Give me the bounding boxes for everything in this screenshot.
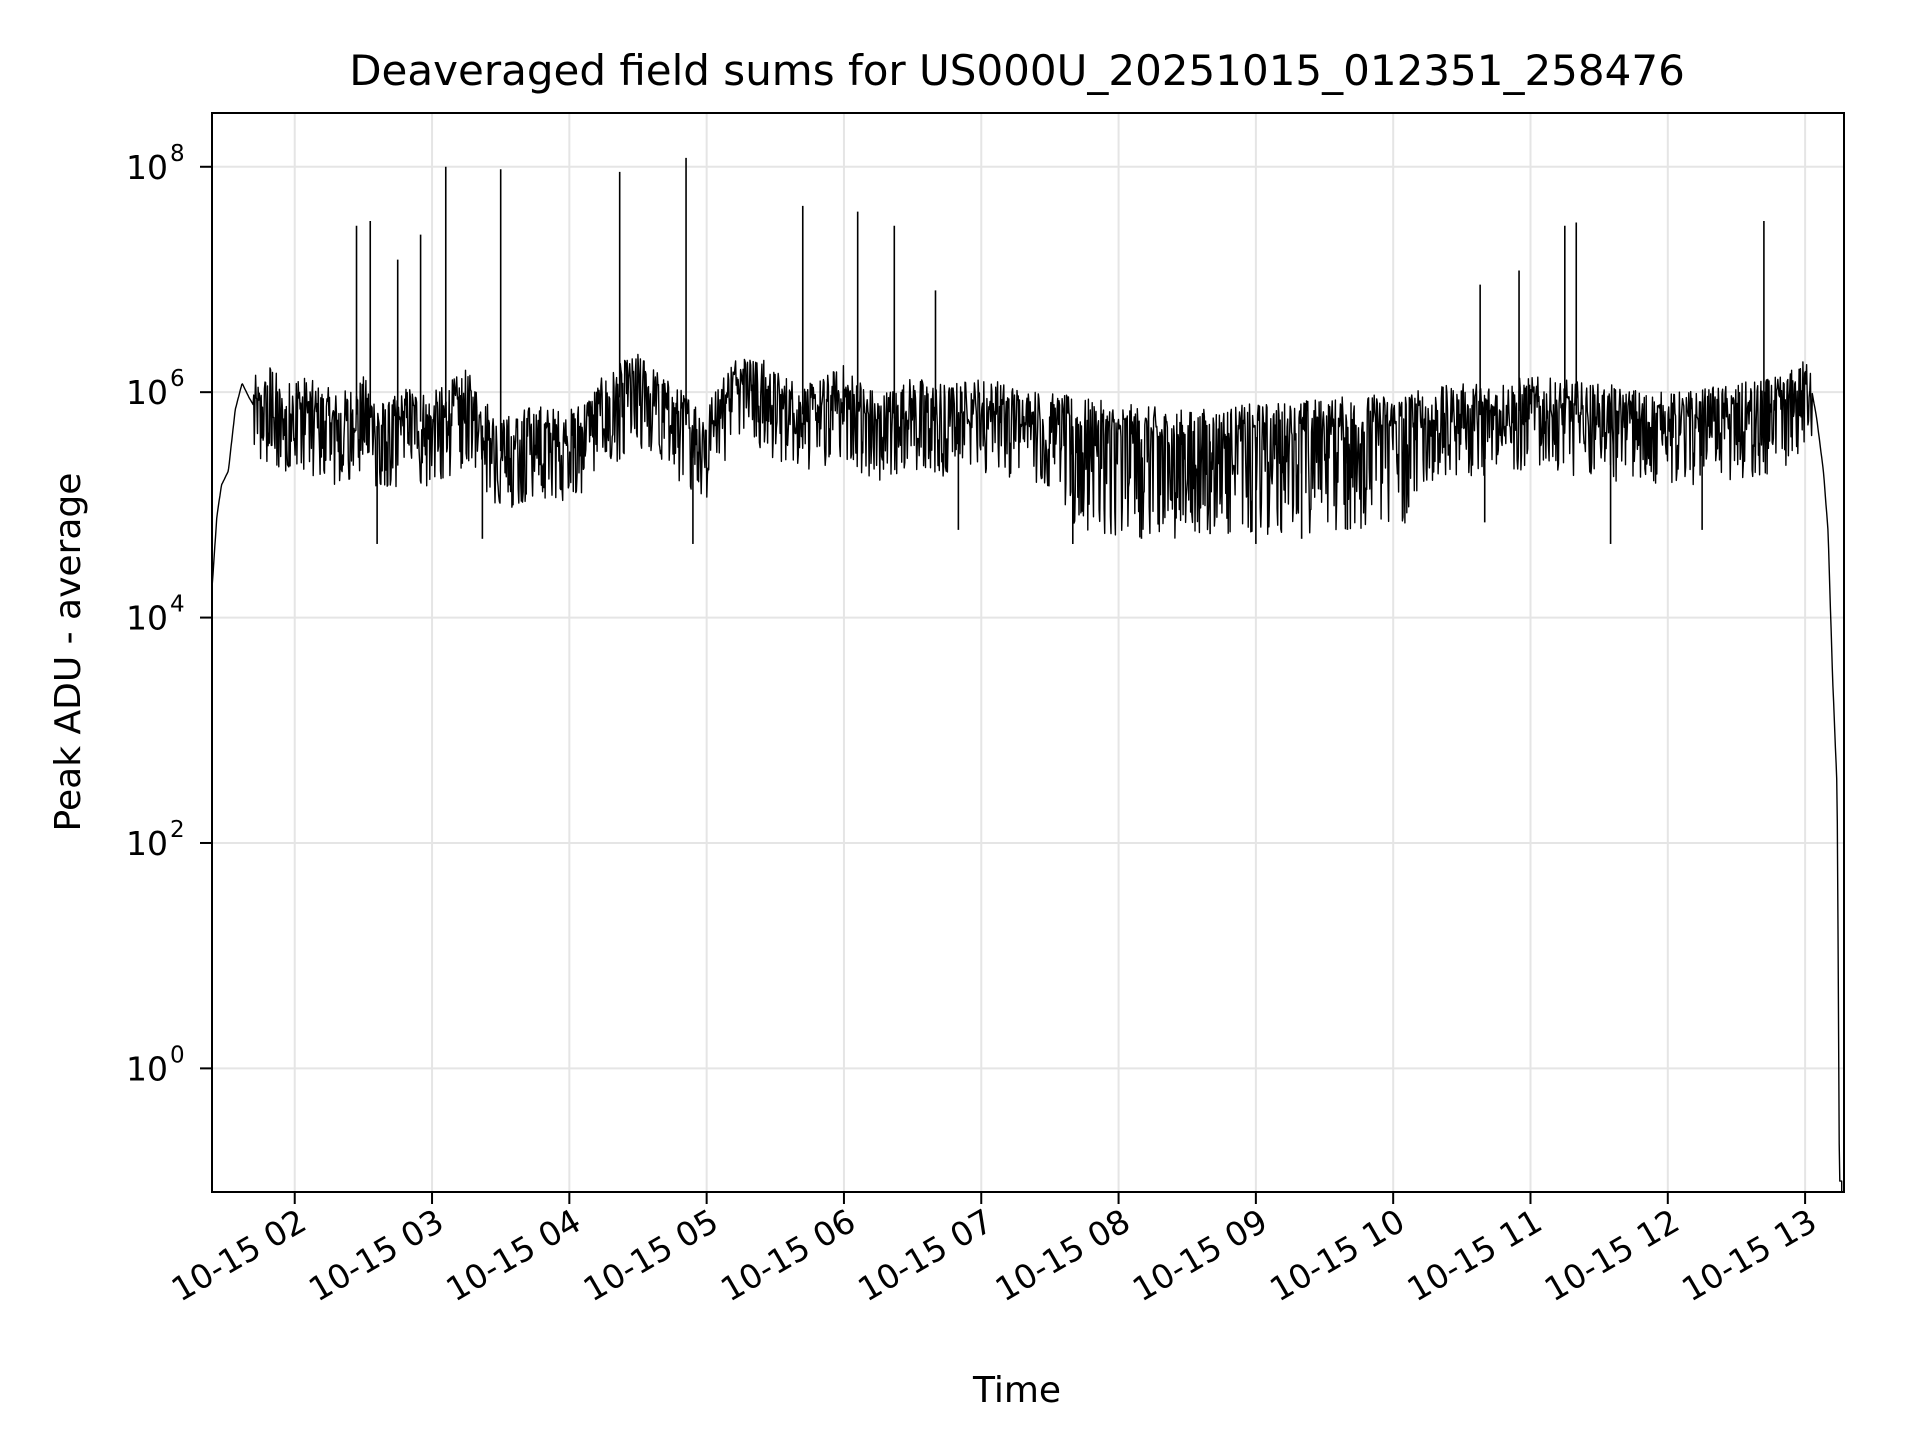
- y-axis-label: Peak ADU - average: [48, 473, 89, 832]
- y-tick-label: 10: [126, 373, 168, 412]
- y-tick-label: 10: [126, 1049, 168, 1088]
- plot-frame: [211, 112, 1845, 1193]
- y-tick-exponent: 8: [170, 141, 185, 167]
- y-tick-base: 10: [126, 148, 168, 187]
- grid: [212, 113, 1844, 1192]
- plot-area: [212, 157, 1843, 1192]
- y-tick-base: 10: [126, 599, 168, 638]
- y-tick-exponent: 6: [170, 366, 185, 392]
- y-tick-base: 10: [126, 373, 168, 412]
- y-tick-label: 10: [126, 824, 168, 863]
- y-tick-base: 10: [126, 824, 168, 863]
- y-tick-label: 10: [126, 599, 168, 638]
- y-tick-exponent: 2: [170, 817, 185, 843]
- series-line: [212, 353, 1843, 1192]
- y-tick-base: 10: [126, 1049, 168, 1088]
- y-tick-exponent: 0: [170, 1042, 185, 1068]
- chart-title: Deaveraged field sums for US000U_2025101…: [349, 46, 1685, 95]
- y-tick-exponent: 4: [170, 592, 185, 618]
- x-axis-label: Time: [972, 1370, 1061, 1411]
- y-tick-label: 10: [126, 148, 168, 187]
